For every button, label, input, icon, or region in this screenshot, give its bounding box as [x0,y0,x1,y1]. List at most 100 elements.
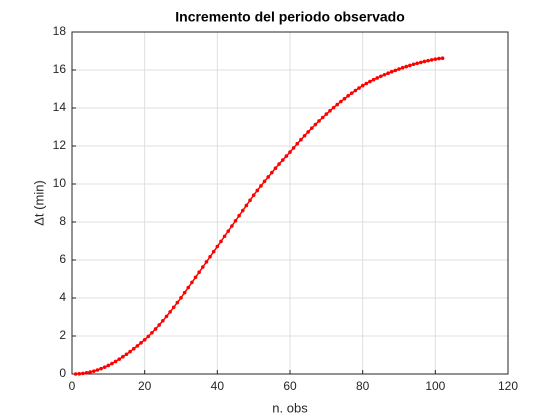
data-point [161,319,165,323]
data-point [233,219,238,223]
data-point [146,334,151,339]
y-tick-label: 8 [59,214,66,228]
data-point [215,244,220,249]
data-point [201,265,205,269]
data-point [186,285,191,290]
data-point [317,119,321,123]
data-point [397,67,401,71]
data-point [121,354,125,359]
data-point [379,74,383,79]
data-point [411,62,416,67]
data-point [164,314,169,319]
data-point [277,162,281,166]
data-point [408,63,412,68]
data-point [171,305,176,310]
data-point [433,57,438,61]
data-point [81,371,85,376]
data-point [415,61,419,66]
data-point [404,64,409,69]
data-point [386,71,390,76]
data-point [142,338,147,342]
data-point [124,352,129,357]
data-point [295,141,300,146]
data-point [211,249,216,254]
data-point [248,198,252,203]
data-point [182,290,187,295]
data-point [328,109,332,113]
data-point [77,372,82,376]
data-point [99,366,103,371]
data-point [193,275,198,280]
data-point [131,346,136,351]
data-point [422,59,427,64]
data-point [360,83,365,88]
data-point [371,77,376,82]
data-point [117,357,122,361]
data-point [259,184,263,188]
data-point [208,254,212,259]
x-tick-label: 20 [138,379,152,393]
data-point [429,58,434,62]
x-tick-label: 40 [211,379,225,393]
y-tick-label: 0 [59,366,66,380]
y-tick-label: 6 [59,252,66,266]
data-point [437,56,441,61]
y-tick-label: 2 [59,328,66,342]
data-point [270,170,274,175]
x-tick-label: 120 [498,379,518,393]
data-point [426,58,430,63]
data-point [244,203,249,208]
data-point [102,365,107,369]
data-point [346,94,350,98]
data-point [284,154,289,158]
data-point [73,372,78,376]
data-point [324,112,329,116]
data-point [313,122,318,127]
x-tick-label: 60 [283,379,297,393]
data-point [262,179,267,184]
y-axis-label: Δt (min) [31,180,46,226]
data-point [190,280,194,285]
data-point [153,327,158,331]
data-point [353,88,358,93]
data-point [251,193,256,198]
data-point [110,361,114,366]
data-point [291,146,296,150]
data-point [106,363,111,368]
x-tick-label: 0 [69,379,76,393]
data-point [440,56,445,61]
data-point [389,69,394,74]
x-tick-label: 80 [356,379,370,393]
data-point [331,105,336,110]
chart-title: Incremento del periodo observado [175,9,405,25]
data-point [139,341,143,345]
y-tick-label: 10 [53,176,67,190]
y-tick-label: 16 [53,62,67,76]
y-tick-label: 4 [59,290,66,304]
plot-frame [71,31,509,375]
data-point [400,65,405,70]
data-point [419,60,423,65]
data-point [197,270,201,274]
data-point [168,310,172,314]
y-tick-label: 12 [53,138,67,152]
data-point [364,81,369,86]
data-point [375,76,380,80]
data-point [204,260,209,264]
data-point [302,133,307,138]
data-point [95,368,100,372]
data-point [84,371,89,375]
data-point [368,79,372,84]
data-point [342,96,347,101]
data-point [92,369,96,373]
data-point [273,166,278,171]
data-point [179,296,183,300]
data-point [339,99,343,104]
y-tick-label: 18 [53,24,67,38]
data-point [349,91,354,95]
data-point [157,323,161,327]
y-tick-label: 14 [53,100,67,114]
data-point [306,130,310,134]
